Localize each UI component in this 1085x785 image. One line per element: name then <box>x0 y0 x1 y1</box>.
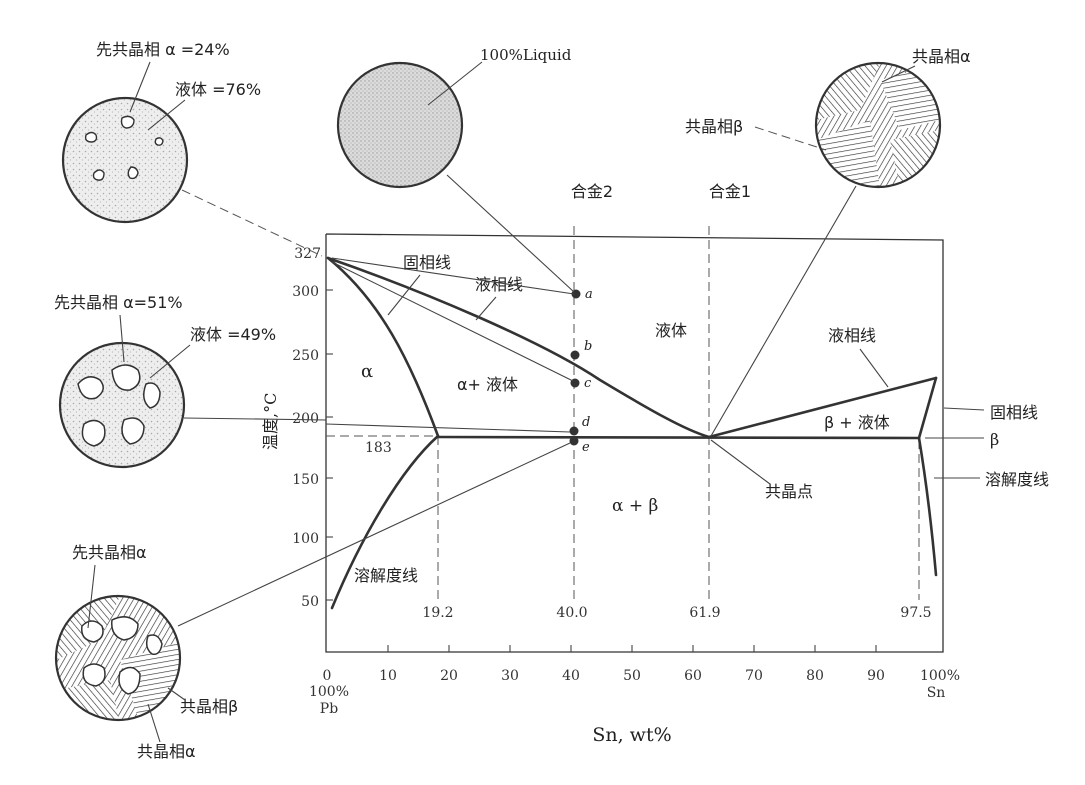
y-tick-label: 150 <box>292 472 319 488</box>
point-label: a <box>585 287 593 302</box>
composition-label: 61.9 <box>689 605 720 621</box>
eutectic-point-label: 共晶点 <box>765 482 813 501</box>
y-axis-title: 温度,°C <box>261 393 280 450</box>
y-tick-label: 300 <box>292 284 319 300</box>
solvus-left-label: 溶解度线 <box>354 566 418 585</box>
region-alpha-liquid: α+ 液体 <box>457 375 518 394</box>
micrograph-1-liquid: 液体 =76% <box>175 80 261 99</box>
melting-point-label: 327 <box>294 246 321 262</box>
plot-frame <box>325 233 944 653</box>
solvus-left <box>330 434 440 610</box>
x-axis-title: Sn, wt% <box>592 724 671 746</box>
y-tick-label: 200 <box>292 411 319 427</box>
x-tick-label: 60 <box>684 668 702 684</box>
point-label: d <box>582 415 590 430</box>
region-labels: α α+ 液体 液体 β + 液体 α + β 183 <box>361 321 890 516</box>
composition-label: 40.0 <box>556 605 587 621</box>
alloy2-label: 合金2 <box>571 182 613 201</box>
x-tick-label: 30 <box>501 668 519 684</box>
point-b <box>570 350 580 360</box>
micrograph-2-pro-alpha: 先共晶相 α=51% <box>54 293 183 312</box>
micrograph-5-eut-beta: 共晶相β <box>685 117 743 136</box>
point-label: b <box>584 339 592 354</box>
y-tick-label: 50 <box>301 594 319 610</box>
micrograph-4-liquid: 100%Liquid <box>480 46 572 64</box>
eutectic-isotherm <box>436 435 921 440</box>
x-tick-label: 10 <box>379 668 397 684</box>
region-alpha-beta: α + β <box>612 496 658 516</box>
micrograph-1-pro-alpha: 先共晶相 α =24% <box>96 40 230 59</box>
solvus-right-label: 溶解度线 <box>985 470 1049 489</box>
liquidus-right <box>707 376 938 439</box>
beta-label: β <box>990 430 999 449</box>
eutectic-temp-label: 183 <box>365 440 392 456</box>
x-tick-label: 100% <box>920 668 960 684</box>
solidus-left <box>326 256 440 438</box>
x-tick-label: 90 <box>867 668 885 684</box>
y-axis: 50 100 150 200 250 300 327 温度,°C <box>261 246 333 610</box>
micrograph-5-eut-alpha: 共晶相α <box>912 47 971 66</box>
solvus-right <box>917 436 938 577</box>
y-tick-label: 250 <box>292 348 319 364</box>
micrograph-3-eut-alpha: 共晶相α <box>137 742 196 761</box>
micrograph-2: 先共晶相 α=51% 液体 =49% <box>54 293 276 469</box>
x-axis: 0 10 20 30 40 50 60 70 80 90 100% 100% P… <box>309 645 960 746</box>
composition-lines: 19.2 40.0 61.9 97.5 合金2 合金1 <box>422 182 931 621</box>
liquidus-left <box>326 256 711 439</box>
pb-element-label: Pb <box>320 701 338 717</box>
phase-boundaries <box>326 256 938 610</box>
micrograph-3: 先共晶相α 共晶相β 共晶相α <box>54 543 238 761</box>
micrograph-4: 100%Liquid <box>336 46 572 189</box>
micrograph-5: 共晶相α 共晶相β <box>685 47 971 189</box>
x-tick-label: 50 <box>623 668 641 684</box>
x-tick-label: 40 <box>562 668 580 684</box>
x-tick-label: 70 <box>745 668 763 684</box>
micrograph-leaders <box>177 174 857 627</box>
micrograph-2-liquid: 液体 =49% <box>190 325 276 344</box>
point-d <box>569 426 579 436</box>
composition-label: 97.5 <box>900 605 931 621</box>
point-e <box>569 436 579 446</box>
point-label: e <box>582 440 590 455</box>
point-label: c <box>584 376 592 391</box>
line-labels: 固相线 液相线 液相线 固相线 β 溶解度线 溶解度线 共晶点 <box>354 253 1049 585</box>
alloy1-label: 合金1 <box>709 182 751 201</box>
x-tick-label: 0 <box>323 668 332 684</box>
x-tick-label: 80 <box>806 668 824 684</box>
micrograph-3-eut-beta: 共晶相β <box>180 697 238 716</box>
solidus-right-label: 固相线 <box>990 403 1038 422</box>
micrograph-1: 先共晶相 α =24% 液体 =76% <box>61 40 261 224</box>
micrograph-3-pro-alpha: 先共晶相α <box>72 543 147 562</box>
composition-label: 19.2 <box>422 605 453 621</box>
liquidus-right-label: 液相线 <box>828 326 876 345</box>
solidus-left-label: 固相线 <box>403 253 451 272</box>
y-tick-label: 100 <box>292 531 319 547</box>
x-tick-label: 20 <box>440 668 458 684</box>
liquidus-left-label: 液相线 <box>475 275 523 294</box>
pb-percent-label: 100% <box>309 684 349 700</box>
region-beta-liquid: β + 液体 <box>824 413 890 432</box>
region-alpha: α <box>361 361 373 382</box>
composition-points: a b c d e <box>569 287 593 455</box>
region-liquid: 液体 <box>655 321 687 340</box>
solidus-right <box>917 376 938 440</box>
sn-element-label: Sn <box>927 685 946 701</box>
